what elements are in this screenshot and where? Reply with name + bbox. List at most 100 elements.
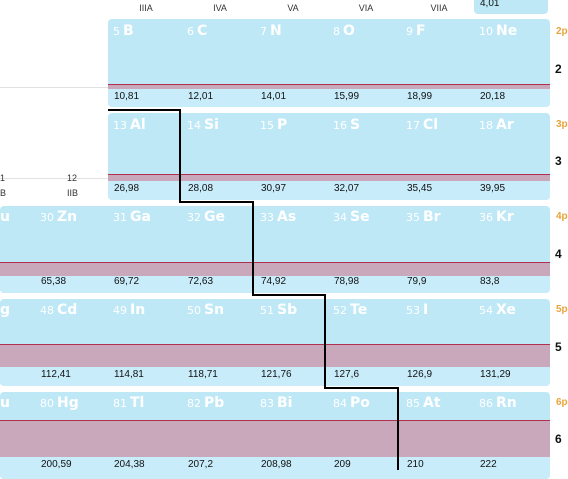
element-kr[interactable]: 36 Kr (479, 209, 514, 225)
divider-line (0, 87, 108, 88)
mass-rn: 222 (480, 459, 497, 470)
mass-c: 12,01 (188, 91, 214, 102)
period-2-block (108, 19, 550, 107)
element-pb[interactable]: 82 Pb (187, 395, 225, 411)
element-in[interactable]: 49 In (113, 302, 146, 318)
element-hg[interactable]: 80 Hg (40, 395, 79, 411)
mass-as: 74,92 (261, 276, 287, 287)
element-ne[interactable]: 10 Ne (479, 23, 518, 39)
mass-se: 78,98 (334, 276, 360, 287)
block-label-6p: 6p (556, 397, 568, 408)
group-name-1: B (0, 188, 7, 198)
element-sb[interactable]: 51 Sb (260, 302, 298, 318)
element-partial-au[interactable]: u (0, 395, 10, 411)
element-xe[interactable]: 54 Xe (479, 302, 516, 318)
period-4-block (0, 206, 550, 293)
element-br[interactable]: 35 Br (406, 209, 441, 225)
mass-te: 127,6 (334, 369, 360, 380)
staircase-line (324, 387, 399, 389)
block-label-5p: 5p (556, 304, 568, 315)
element-at[interactable]: 85 At (406, 395, 441, 411)
element-i[interactable]: 53 I (406, 302, 429, 318)
mass-cd: 112,41 (41, 369, 71, 380)
element-as[interactable]: 33 As (260, 209, 297, 225)
group-header-viia: VIIA (430, 3, 448, 13)
element-ge[interactable]: 32 Ge (187, 209, 225, 225)
mass-al: 26,98 (114, 183, 140, 194)
period-number-5: 5 (555, 340, 562, 354)
mass-zn: 65,38 (41, 276, 67, 287)
mass-ne: 20,18 (480, 91, 506, 102)
mass-at: 210 (407, 459, 424, 470)
element-ga[interactable]: 31 Ga (113, 209, 151, 225)
block-label-4p: 4p (556, 211, 568, 222)
block-label-2p: 2p (556, 26, 568, 37)
group-header-va: VA (287, 3, 299, 13)
element-cd[interactable]: 48 Cd (40, 302, 78, 318)
element-partial-cu[interactable]: u (0, 209, 10, 225)
period-number-3: 3 (555, 154, 562, 168)
mass-o: 15,99 (334, 91, 360, 102)
mass-sb: 121,76 (261, 369, 292, 380)
element-partial-ag[interactable]: g (0, 302, 11, 318)
element-te[interactable]: 52 Te (333, 302, 368, 318)
group-header-iiia: IIIA (139, 3, 153, 13)
element-ar[interactable]: 18 Ar (479, 117, 514, 133)
element-si[interactable]: 14 Si (187, 117, 219, 133)
mass-s: 32,07 (334, 183, 360, 194)
element-bi[interactable]: 83 Bi (260, 395, 293, 411)
element-cl[interactable]: 17 Cl (406, 117, 439, 133)
staircase-line (324, 294, 326, 389)
staircase-line (108, 109, 181, 111)
group-name-12: IIB (67, 188, 79, 198)
mass-sn: 118,71 (188, 369, 218, 380)
mass-b: 10,81 (114, 91, 140, 102)
staircase-line (179, 109, 181, 203)
block-label-3p: 3p (556, 119, 568, 130)
mass-pb: 207,2 (188, 459, 214, 470)
mass-hg: 200,59 (41, 459, 72, 470)
mass-si: 28,08 (188, 183, 214, 194)
element-s[interactable]: 16 S (333, 117, 361, 133)
divider-line (0, 178, 108, 179)
element-rn[interactable]: 86 Rn (479, 395, 517, 411)
mass-n: 14,01 (261, 91, 287, 102)
mass-tl: 204,38 (114, 459, 145, 470)
mass-in: 114,81 (114, 369, 144, 380)
element-sn[interactable]: 50 Sn (187, 302, 225, 318)
group-number-12: 12 (67, 173, 78, 183)
mass-ge: 72,63 (188, 276, 214, 287)
mass-p: 30,97 (261, 183, 287, 194)
element-se[interactable]: 34 Se (333, 209, 370, 225)
staircase-line (397, 387, 399, 470)
mass-xe: 131,29 (480, 369, 511, 380)
element-zn[interactable]: 30 Zn (40, 209, 78, 225)
period-6-block (0, 392, 550, 479)
element-al[interactable]: 13 Al (113, 117, 146, 133)
mass-ga: 69,72 (114, 276, 140, 287)
mass-br: 79,9 (407, 276, 427, 287)
staircase-line (179, 201, 254, 203)
helium-cell[interactable] (474, 0, 548, 14)
staircase-line (252, 294, 326, 296)
element-p[interactable]: 15 P (260, 117, 288, 133)
mass-bi: 208,98 (261, 459, 292, 470)
period-3-block (108, 113, 550, 200)
helium-mass: 4,01 (480, 0, 500, 9)
element-po[interactable]: 84 Po (333, 395, 370, 411)
mass-f: 18,99 (407, 91, 433, 102)
group-header-iva: IVA (213, 3, 227, 13)
mass-po: 209 (334, 459, 351, 470)
staircase-line (252, 201, 254, 296)
element-tl[interactable]: 81 Tl (113, 395, 145, 411)
mass-i: 126,9 (407, 369, 433, 380)
mass-ar: 39,95 (480, 183, 506, 194)
group-number-1: 1 (0, 173, 6, 183)
mass-cl: 35,45 (407, 183, 433, 194)
